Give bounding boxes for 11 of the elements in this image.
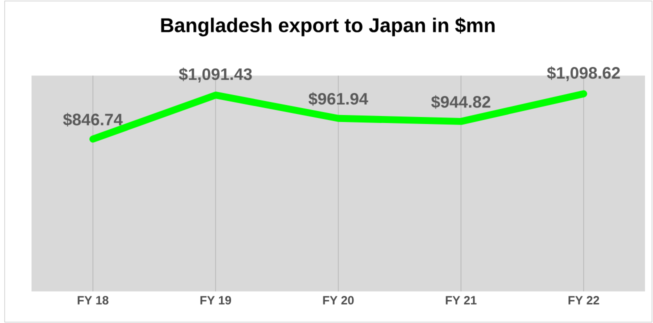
data-label: $1,091.43 bbox=[178, 68, 252, 82]
x-tick-label: FY 18 bbox=[78, 296, 108, 304]
data-label: $944.82 bbox=[431, 95, 490, 109]
x-tick-label: FY 20 bbox=[323, 296, 354, 304]
data-label: $1,098.62 bbox=[547, 66, 620, 82]
x-tick-label: FY 19 bbox=[200, 296, 232, 304]
x-tick-label: FY 22 bbox=[568, 296, 600, 304]
chart-title: Bangladesh export to Japan in $mn bbox=[161, 17, 495, 36]
data-label: $961.94 bbox=[308, 92, 368, 106]
data-label: $846.74 bbox=[63, 112, 123, 126]
x-tick-label: FY 21 bbox=[446, 296, 477, 304]
